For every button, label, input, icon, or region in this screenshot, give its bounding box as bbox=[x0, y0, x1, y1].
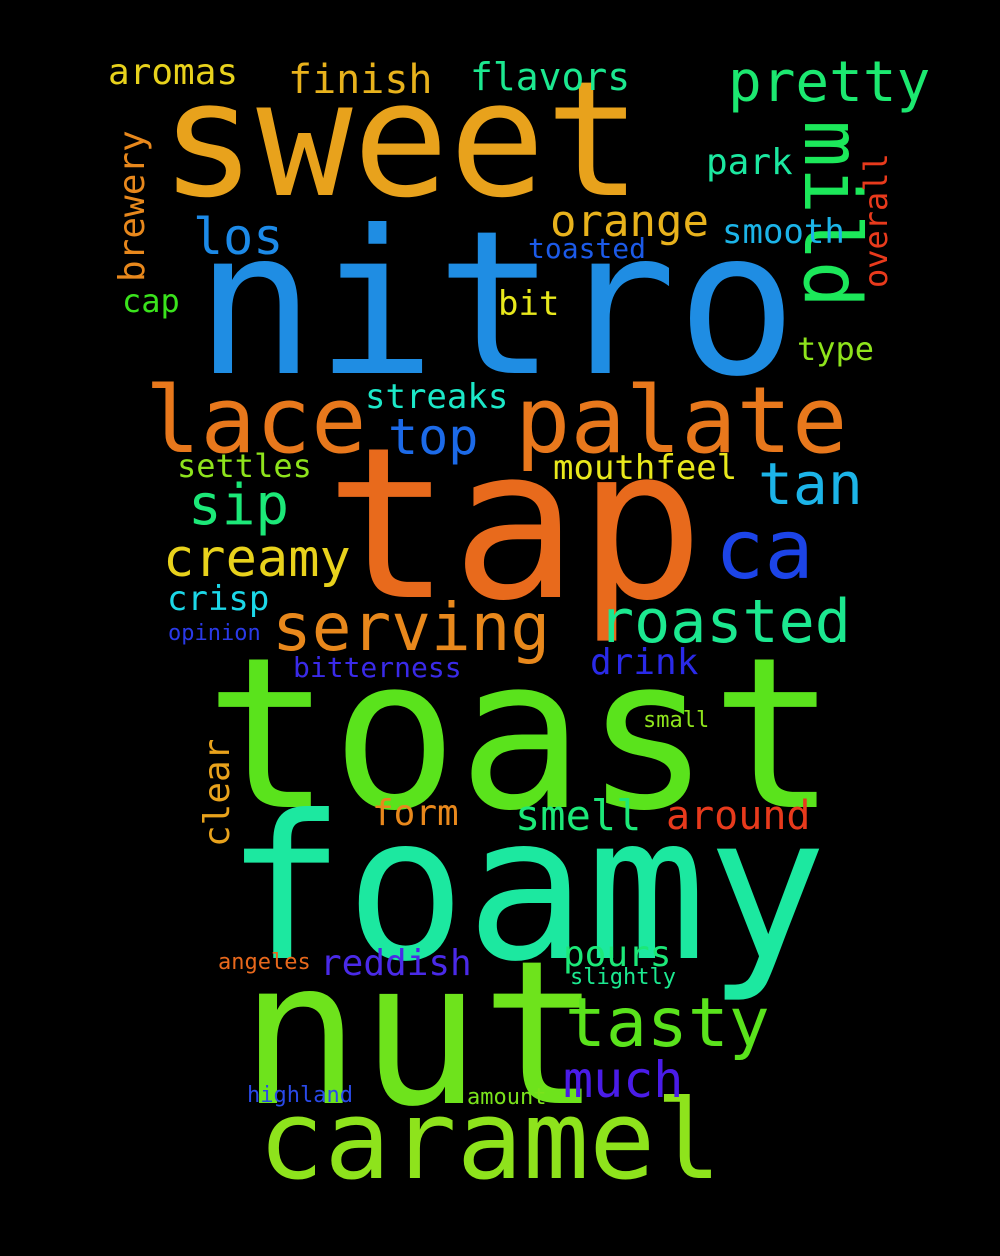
word: overall bbox=[857, 153, 895, 288]
word: smell bbox=[515, 791, 642, 840]
word: around bbox=[666, 793, 811, 839]
word: amount bbox=[467, 1085, 547, 1110]
word: crisp bbox=[167, 579, 270, 619]
word: tan bbox=[758, 450, 863, 518]
word: bitterness bbox=[293, 651, 462, 684]
word: small bbox=[643, 708, 710, 733]
word: drink bbox=[590, 642, 699, 683]
word: settles bbox=[177, 447, 312, 485]
word: palate bbox=[515, 367, 848, 474]
word: roasted bbox=[598, 587, 851, 657]
word: bit bbox=[498, 284, 560, 324]
word: ca bbox=[715, 503, 814, 598]
word: finish bbox=[288, 57, 433, 103]
word: sweet bbox=[160, 46, 642, 233]
word: tasty bbox=[565, 984, 770, 1063]
word: brewery bbox=[112, 130, 153, 282]
word: nitro bbox=[195, 188, 798, 421]
word: nut bbox=[240, 918, 602, 1151]
word: orange bbox=[550, 196, 709, 247]
word: streaks bbox=[365, 377, 509, 417]
word: cap bbox=[122, 282, 180, 320]
word: toasted bbox=[528, 232, 647, 265]
word: reddish bbox=[320, 943, 472, 984]
word: form bbox=[372, 793, 459, 834]
word: top bbox=[388, 408, 479, 466]
word: caramel bbox=[258, 1076, 722, 1204]
word: foamy bbox=[225, 773, 828, 1006]
word: smooth bbox=[722, 212, 845, 252]
word: tap bbox=[325, 402, 705, 647]
word: highland bbox=[247, 1083, 353, 1108]
word: aromas bbox=[108, 52, 239, 93]
word: creamy bbox=[163, 529, 351, 589]
word: mouthfeel bbox=[553, 448, 738, 488]
word: type bbox=[797, 330, 875, 368]
word: lace bbox=[145, 367, 367, 474]
word: flavors bbox=[470, 55, 631, 99]
word: pours bbox=[563, 934, 672, 975]
word: park bbox=[706, 142, 793, 183]
word: slightly bbox=[570, 965, 676, 990]
word: sip bbox=[188, 473, 290, 538]
word: angeles bbox=[218, 950, 311, 975]
word: much bbox=[563, 1051, 684, 1109]
word: toast bbox=[205, 612, 838, 857]
word: clear bbox=[197, 738, 238, 847]
word: pretty bbox=[728, 50, 931, 115]
word: opinion bbox=[168, 621, 261, 646]
word: los bbox=[193, 208, 284, 266]
word: serving bbox=[272, 589, 551, 666]
